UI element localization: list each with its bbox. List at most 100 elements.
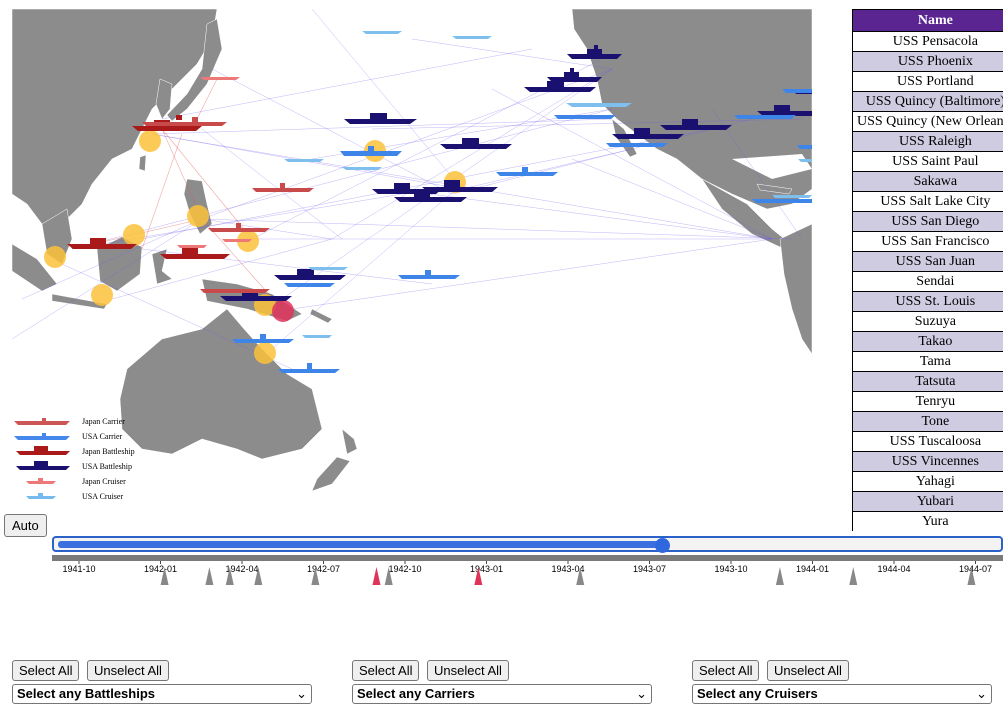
event-marker[interactable] [384,567,393,585]
table-row[interactable]: Yahagi [852,471,1003,492]
table-row[interactable]: USS Portland [852,71,1003,92]
timeline-ticks: 1941-10 1942-01 1942-04 1942-07 1942-10 1943-… [62,561,992,574]
table-row[interactable]: USS San Juan [852,251,1003,272]
ship-japan-carrier-group[interactable] [142,117,314,293]
table-row[interactable]: USS Salt Lake City [852,191,1003,212]
legend-ship-icon [16,461,70,470]
ship-name-cell[interactable]: Yahagi [852,471,1003,492]
chevron-down-icon: ⌄ [636,686,647,701]
table-row[interactable]: USS St. Louis [852,291,1003,312]
table-row[interactable]: Tama [852,351,1003,372]
ship-table-container[interactable]: Name USS Pensacola USS Phoenix USS Portlan… [852,9,1003,531]
table-row[interactable]: USS San Francisco [852,231,1003,252]
timeline-slider-thumb[interactable] [655,538,670,553]
legend-label: Japan Carrier [82,417,125,426]
route-lines [12,9,803,370]
carriers-select-dropdown[interactable]: Select any Carriers ⌄ [352,684,652,704]
event-marker[interactable] [849,567,858,585]
event-marker[interactable] [474,567,483,585]
ship-name-cell[interactable]: Yubari [852,491,1003,512]
battleships-unselect-all-button[interactable]: Unselect All [87,660,169,681]
ship-name-cell[interactable]: USS Portland [852,71,1003,92]
timeline-tick-label: 1944-01 [796,564,829,574]
event-marker[interactable] [311,567,320,585]
ship-name-cell[interactable]: Tama [852,351,1003,372]
carriers-unselect-all-button[interactable]: Unselect All [427,660,509,681]
ship-name-cell[interactable]: USS Tuscaloosa [852,431,1003,452]
carriers-select-label: Select any Carriers [357,686,475,701]
timeline-axis: 1941-10 1942-01 1942-04 1942-07 1942-10 1943-… [52,555,1003,585]
table-header-name[interactable]: Name [852,9,1003,32]
table-row[interactable]: Sendai [852,271,1003,292]
active-battle-marker[interactable] [272,300,294,322]
ship-name-cell[interactable]: Tenryu [852,391,1003,412]
cruisers-select-dropdown[interactable]: Select any Cruisers ⌄ [692,684,992,704]
ship-name-cell[interactable]: USS San Francisco [852,231,1003,252]
table-row[interactable]: USS Pensacola [852,31,1003,52]
battleships-select-all-button[interactable]: Select All [12,660,80,681]
table-row[interactable]: Yubari [852,491,1003,512]
auto-play-button[interactable]: Auto [4,514,47,537]
ship-usa-battleship-group[interactable] [220,45,812,301]
table-row[interactable]: Tone [852,411,1003,432]
event-marker[interactable] [967,567,976,585]
table-row[interactable]: USS Quincy (New Orleans) [852,111,1003,132]
battleships-select-dropdown[interactable]: Select any Battleships ⌄ [12,684,312,704]
legend-label: USA Carrier [82,432,123,441]
ship-name-cell[interactable]: USS San Diego [852,211,1003,232]
table-row[interactable]: USS Saint Paul [852,151,1003,172]
ship-name-cell[interactable]: USS Quincy (New Orleans) [852,111,1003,132]
table-row[interactable]: USS Tuscaloosa [852,431,1003,452]
table-row[interactable]: USS Phoenix [852,51,1003,72]
ship-name-cell[interactable]: Tone [852,411,1003,432]
cruisers-unselect-all-button[interactable]: Unselect All [767,660,849,681]
timeline-slider-fill [58,541,662,548]
timeline-tick-label: 1941-10 [62,564,95,574]
ship-name-cell[interactable]: Takao [852,331,1003,352]
event-marker[interactable] [225,567,234,585]
ship-name-cell[interactable]: USS Pensacola [852,31,1003,52]
event-marker[interactable] [775,567,784,585]
timeline-slider[interactable] [52,536,1003,553]
cruisers-select-all-button[interactable]: Select All [692,660,760,681]
ship-usa-cruiser-group[interactable] [284,31,812,338]
ship-name-cell[interactable]: USS Quincy (Baltimore) [852,91,1003,112]
event-marker[interactable] [576,567,585,585]
table-row[interactable]: Tatsuta [852,371,1003,392]
ship-name-cell[interactable]: USS Raleigh [852,131,1003,152]
timeline-tick-label: 1943-04 [551,564,584,574]
table-row[interactable]: Takao [852,331,1003,352]
ship-name-cell[interactable]: Tatsuta [852,371,1003,392]
ship-name-cell[interactable]: USS San Juan [852,251,1003,272]
pacific-map[interactable]: Japan Carrier USA Carrier Japan Battleship… [12,9,812,509]
event-marker[interactable] [372,567,381,585]
legend-label: USA Cruiser [82,492,123,501]
chevron-down-icon: ⌄ [296,686,307,701]
table-row[interactable]: Suzuya [852,311,1003,332]
table-row[interactable]: USS Vincennes [852,451,1003,472]
timeline-tick-label: 1942-10 [388,564,421,574]
table-row[interactable]: Yura [852,511,1003,531]
ship-name-cell[interactable]: USS Vincennes [852,451,1003,472]
carriers-select-all-button[interactable]: Select All [352,660,420,681]
ship-name-cell[interactable]: USS Salt Lake City [852,191,1003,212]
ship-name-cell[interactable]: Sendai [852,271,1003,292]
legend-ship-icon [26,478,56,484]
table-row[interactable]: USS Quincy (Baltimore) [852,91,1003,112]
ship-usa-carrier-group[interactable] [232,89,812,373]
ship-name-cell[interactable]: USS St. Louis [852,291,1003,312]
table-row[interactable]: USS Raleigh [852,131,1003,152]
ship-japan-cruiser-group[interactable] [177,77,252,248]
ship-name-cell[interactable]: Yura [852,511,1003,531]
ship-name-cell[interactable]: USS Saint Paul [852,151,1003,172]
ship-name-cell[interactable]: Sakawa [852,171,1003,192]
table-row[interactable]: USS San Diego [852,211,1003,232]
ship-name-cell[interactable]: Suzuya [852,311,1003,332]
event-marker[interactable] [205,567,214,585]
table-row[interactable]: Sakawa [852,171,1003,192]
event-marker[interactable] [160,567,169,585]
legend-item: USA Cruiser [26,492,123,501]
table-row[interactable]: Tenryu [852,391,1003,412]
ship-name-cell[interactable]: USS Phoenix [852,51,1003,72]
event-marker[interactable] [254,567,263,585]
